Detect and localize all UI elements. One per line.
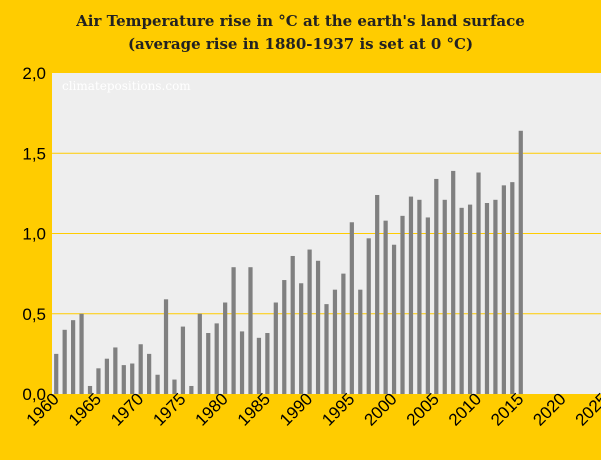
bar-1987 — [282, 280, 287, 394]
bar-1971 — [147, 353, 152, 394]
chart-subtitle: (average rise in 1880-1937 is set at 0 °… — [127, 35, 474, 53]
watermark: climatepositions.com — [62, 79, 191, 93]
bar-1973 — [163, 299, 169, 394]
x-tick-label: 1995 — [318, 389, 358, 429]
bar-1991 — [315, 260, 321, 394]
bar-2015 — [518, 130, 523, 394]
bar-1970 — [138, 344, 143, 394]
bar-2010 — [476, 172, 481, 394]
x-tick-label: 2020 — [529, 389, 569, 429]
x-tick-label: 1980 — [192, 389, 232, 429]
bar-1984 — [256, 337, 262, 394]
x-tick-label: 1985 — [234, 389, 274, 429]
bar-1994 — [341, 273, 346, 394]
bar-2005 — [434, 178, 439, 394]
bar-2009 — [467, 204, 473, 394]
bar-1960 — [54, 353, 59, 394]
bar-1977 — [197, 313, 202, 394]
y-tick-label: 0,5 — [22, 305, 46, 324]
bars — [54, 130, 523, 394]
bar-1976 — [189, 385, 194, 394]
bar-1995 — [349, 222, 354, 394]
bar-1998 — [375, 194, 380, 394]
x-tick-label: 2005 — [403, 389, 443, 429]
x-tick-label: 2000 — [360, 389, 400, 429]
bar-1962 — [71, 320, 76, 394]
bar-1972 — [155, 374, 160, 394]
bar-2001 — [400, 215, 405, 394]
x-tick-label: 2010 — [445, 389, 485, 429]
bar-2012 — [493, 199, 498, 394]
x-tick-label: 1975 — [149, 389, 189, 429]
bar-1997 — [366, 238, 371, 394]
bar-1965 — [96, 368, 101, 394]
y-tick-label: 0,0 — [22, 385, 46, 404]
bar-1974 — [172, 379, 177, 394]
x-tick-label: 2025 — [572, 389, 601, 429]
bar-2014 — [510, 182, 515, 394]
bar-1969 — [130, 363, 135, 394]
bar-2002 — [408, 196, 414, 394]
x-tick-label: 1970 — [107, 389, 147, 429]
y-axis-ticks: 0,0 0,5 1,0 1,5 2,0 — [22, 64, 46, 404]
bar-1966 — [104, 358, 110, 394]
y-tick-label: 1,5 — [22, 144, 46, 163]
bar-1985 — [265, 333, 270, 394]
bar-2013 — [501, 185, 506, 394]
bar-2000 — [391, 244, 397, 394]
y-tick-label: 2,0 — [22, 64, 46, 83]
x-tick-label: 1965 — [65, 389, 105, 429]
bar-1982 — [239, 331, 245, 394]
bar-2011 — [484, 203, 490, 394]
bar-1989 — [299, 283, 304, 394]
bar-1990 — [307, 249, 312, 394]
bar-2007 — [451, 170, 456, 394]
bar-1981 — [231, 267, 236, 394]
bar-1992 — [324, 304, 329, 394]
bar-1993 — [332, 289, 338, 394]
bar-2006 — [442, 199, 447, 394]
chart-title: Air Temperature rise in °C at the earth'… — [76, 12, 525, 30]
bar-1988 — [290, 255, 295, 394]
bar-2003 — [417, 199, 422, 394]
bar-2008 — [459, 207, 464, 394]
bar-1963 — [79, 313, 84, 394]
y-tick-label: 1,0 — [22, 225, 46, 244]
bar-1961 — [62, 329, 67, 394]
bar-1978 — [206, 333, 211, 394]
bar-1983 — [248, 267, 253, 394]
bar-1999 — [383, 220, 388, 394]
bar-2004 — [425, 217, 430, 394]
bar-1975 — [180, 326, 186, 394]
bar-1996 — [358, 289, 363, 394]
bar-1964 — [87, 385, 93, 394]
bar-1968 — [121, 365, 126, 394]
x-tick-label: 1990 — [276, 389, 316, 429]
bar-1967 — [113, 347, 118, 394]
bar-1979 — [214, 323, 219, 394]
bar-1986 — [273, 302, 278, 394]
x-tick-label: 2015 — [487, 389, 527, 429]
bar-1980 — [223, 302, 228, 394]
x-axis-ticks: 1960 1965 1970 1975 1980 1985 1990 1995 2000 2005… — [23, 389, 601, 429]
